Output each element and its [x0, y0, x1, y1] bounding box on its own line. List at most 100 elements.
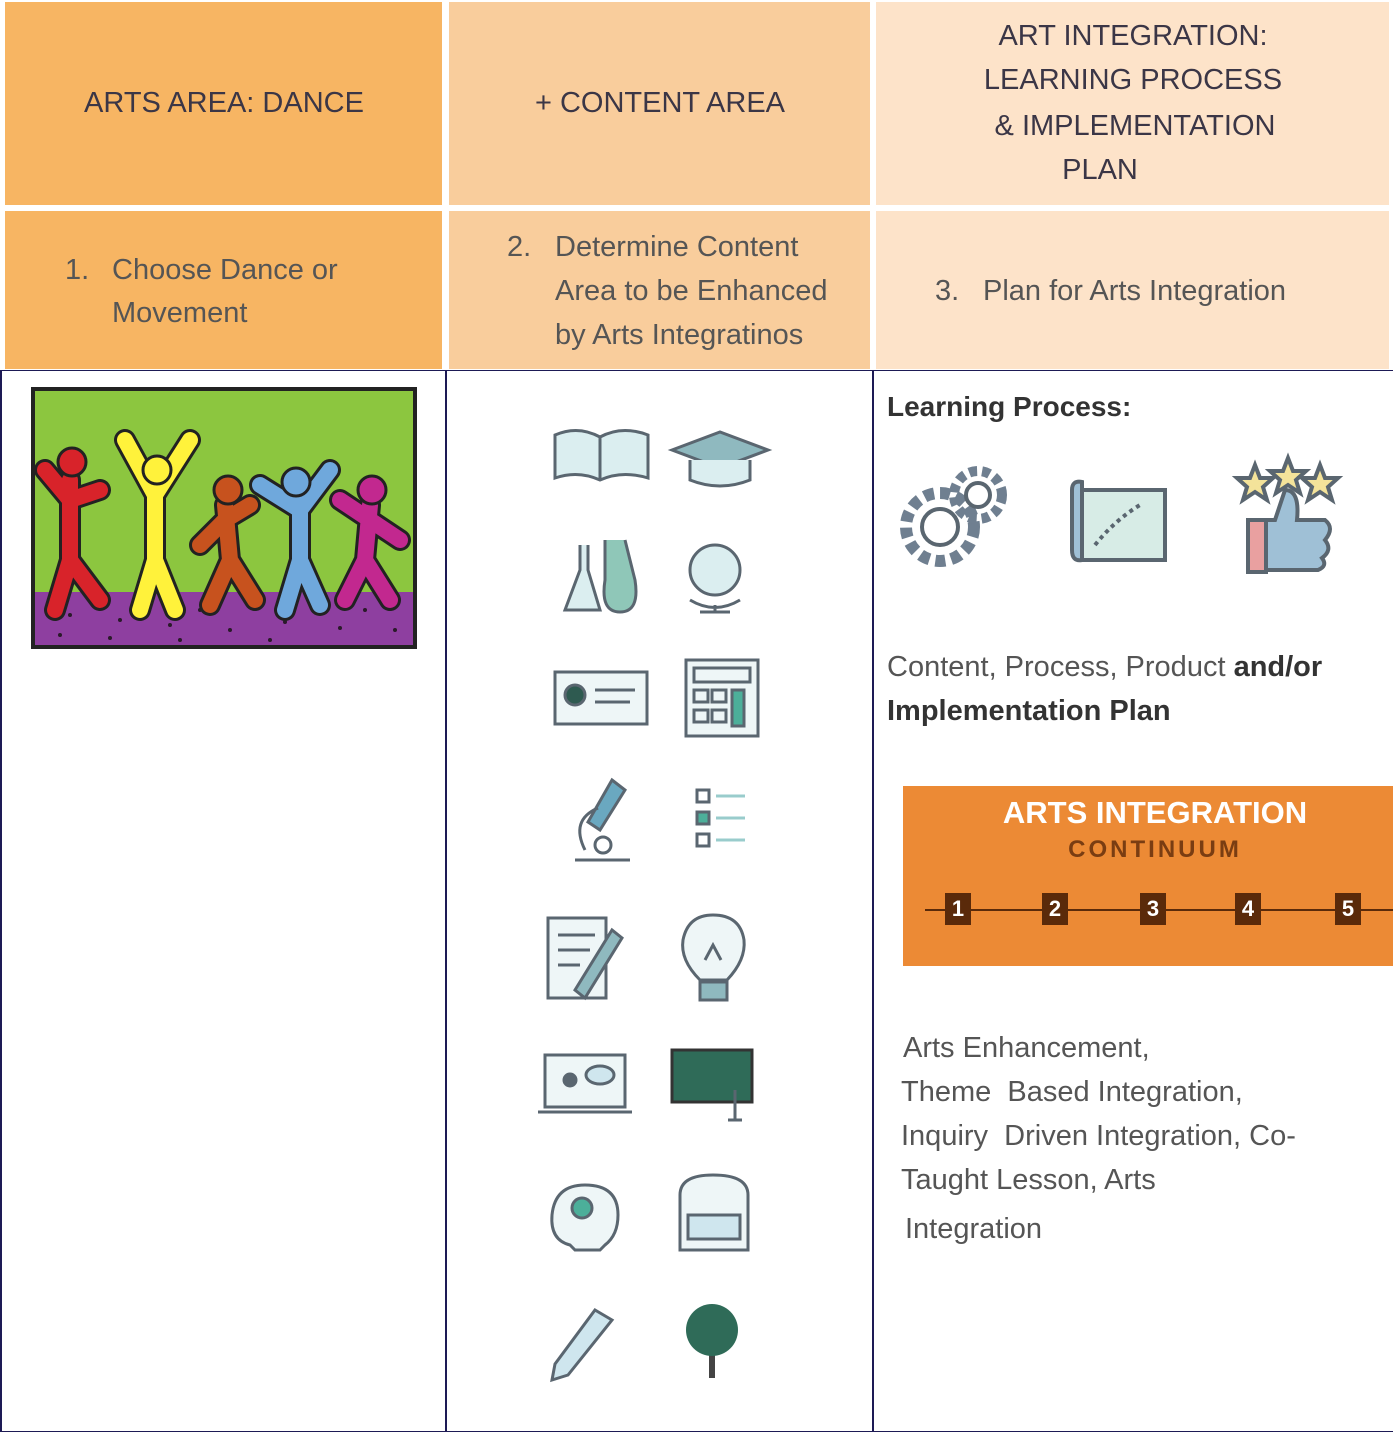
continuum-step: 4	[1235, 893, 1261, 925]
header-cell	[876, 2, 1389, 205]
icon-shape	[363, 608, 367, 612]
step-text: Choose Dance or	[112, 254, 338, 286]
icon-shape	[575, 806, 630, 862]
header-text: & IMPLEMENTATION	[994, 110, 1276, 142]
icon-shape	[550, 1308, 615, 1383]
icon-shape	[602, 539, 638, 614]
icon-shape	[584, 1064, 616, 1086]
list-line: Inquiry Driven Integration, Co-	[901, 1120, 1296, 1152]
icon-shape	[268, 638, 272, 642]
icon-shape	[212, 474, 244, 506]
icon-shape	[698, 980, 729, 1002]
icon-shape	[192, 497, 263, 613]
continuum-step: 5	[1335, 893, 1361, 925]
icon-shape	[688, 543, 742, 597]
icon-shape	[56, 446, 88, 478]
icon-shape	[141, 454, 173, 486]
step-cell	[5, 211, 442, 369]
icon-shape	[58, 633, 62, 637]
list-line: Arts Enhancement,	[903, 1032, 1150, 1064]
icon-shape	[964, 481, 992, 509]
icon-shape	[68, 613, 72, 617]
learning-process-label: Learning Process:	[887, 391, 1132, 422]
icon-shape	[728, 1090, 742, 1122]
continuum-title: ARTS INTEGRATION	[1002, 795, 1308, 830]
icon-shape	[710, 688, 728, 704]
step-cell	[449, 211, 870, 369]
icon-shape	[688, 460, 752, 488]
icon-shape	[117, 432, 198, 618]
icon-shape	[37, 462, 108, 618]
icon-shape	[686, 1304, 738, 1356]
continuum-step: 2	[1042, 893, 1068, 925]
header-text: ARTS AREA: DANCE	[84, 87, 364, 119]
icon-shape	[573, 927, 624, 1001]
icon-shape	[695, 832, 711, 848]
icon-shape	[393, 628, 397, 632]
body-cell	[872, 370, 1393, 1432]
icon-shape	[562, 545, 603, 612]
step-text: Area to be Enhanced	[555, 275, 828, 307]
step-text: Movement	[112, 297, 248, 329]
continuum-banner	[903, 786, 1393, 966]
icon-shape	[570, 1196, 594, 1220]
bold-text: Implementation Plan	[887, 695, 1171, 727]
icon-shape	[562, 1072, 578, 1088]
icon-shape	[710, 708, 728, 724]
icon-shape	[593, 835, 613, 855]
icon-shape	[1253, 487, 1332, 572]
continuum-subtitle: CONTINUUM	[1068, 836, 1242, 863]
icon-shape	[178, 638, 182, 642]
icon-shape	[692, 708, 710, 724]
icon-shape	[730, 688, 746, 728]
icon-shape	[692, 688, 710, 704]
list-line: Theme Based Integration,	[901, 1076, 1243, 1108]
icon-shape	[283, 620, 287, 624]
icon-shape	[1264, 452, 1312, 498]
paragraph: Content, Process, Product and/or	[887, 653, 1322, 682]
header-text: ART INTEGRATION:	[998, 20, 1268, 52]
icon-shape	[108, 636, 112, 640]
step-number: 3.	[935, 275, 960, 307]
plain-text: Content, Process, Product	[887, 651, 1234, 683]
step-number: 1.	[65, 254, 90, 286]
icon-shape	[920, 507, 960, 547]
icon-shape	[280, 466, 312, 498]
icon-shape	[1078, 488, 1167, 562]
header-text: + CONTENT AREA	[534, 87, 786, 119]
icon-shape	[558, 933, 595, 967]
icon-shape	[689, 598, 741, 614]
continuum-step: 3	[1140, 893, 1166, 925]
icon-shape	[252, 462, 338, 618]
header-text: PLAN	[1062, 154, 1138, 186]
icon-shape	[1070, 479, 1084, 563]
icon-shape	[118, 618, 122, 622]
list-line: Integration	[905, 1213, 1043, 1245]
step-text: by Arts Integratinos	[555, 319, 804, 351]
list-line: Taught Lesson, Arts	[901, 1164, 1156, 1196]
step-text: Determine Content	[555, 231, 799, 263]
icon-shape	[695, 810, 711, 826]
icon-shape	[332, 492, 408, 608]
icon-shape	[563, 683, 587, 707]
icon-shape	[338, 626, 342, 630]
icon-shape	[1231, 459, 1279, 505]
header-text: LEARNING PROCESS	[983, 64, 1283, 96]
bold-text: and/or	[1233, 651, 1323, 683]
icon-shape	[356, 474, 388, 506]
step-cell	[876, 211, 1389, 369]
header-cell	[449, 2, 870, 205]
icon-shape	[949, 466, 1007, 524]
icon-shape	[34, 429, 411, 621]
icon-shape	[716, 794, 745, 842]
icon-shape	[670, 1048, 754, 1104]
icon-shape	[228, 628, 232, 632]
icon-shape	[1246, 518, 1268, 574]
icon-shape	[900, 487, 980, 567]
icon-shape	[695, 788, 711, 804]
icon-shape	[595, 688, 635, 704]
